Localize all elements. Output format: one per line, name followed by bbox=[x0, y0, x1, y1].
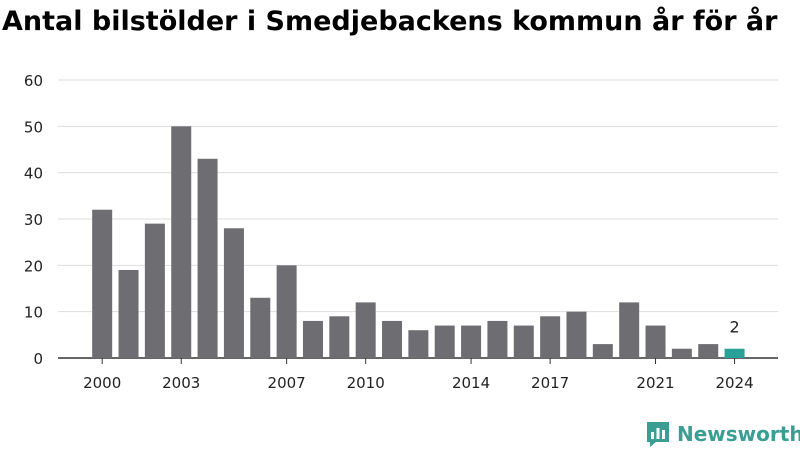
bar-2002 bbox=[144, 223, 165, 358]
y-tick-label: 30 bbox=[24, 211, 43, 229]
bar-2007 bbox=[276, 265, 297, 358]
y-axis-ticks: 0 10 20 30 40 50 60 bbox=[24, 72, 43, 368]
bar-2010 bbox=[355, 302, 376, 358]
brand-logo: Newsworthy bbox=[645, 420, 800, 448]
gridlines bbox=[58, 79, 778, 359]
x-axis-ticks: 2000 2003 2007 2010 2014 2017 2021 2024 bbox=[83, 358, 754, 392]
bar-2003 bbox=[171, 126, 192, 358]
bar-2011 bbox=[382, 320, 403, 358]
bar-2020 bbox=[619, 302, 640, 358]
x-tick-label: 2021 bbox=[636, 374, 674, 392]
chart-title: Antal bilstölder i Smedjebackens kommun … bbox=[2, 6, 778, 37]
bar-2017 bbox=[540, 316, 561, 358]
bar-2005 bbox=[223, 228, 244, 358]
y-tick-label: 20 bbox=[24, 257, 43, 275]
bar-2023 bbox=[698, 344, 719, 358]
brand-name: Newsworthy bbox=[677, 422, 800, 446]
x-tick-label: 2000 bbox=[83, 374, 121, 392]
bar-2022 bbox=[671, 348, 692, 358]
x-tick-label: 2017 bbox=[531, 374, 569, 392]
bar-2018 bbox=[566, 311, 587, 358]
bar-2001 bbox=[118, 269, 139, 358]
bar-2004 bbox=[197, 158, 218, 358]
bar-2009 bbox=[329, 316, 350, 358]
bar-2006 bbox=[250, 297, 271, 358]
x-tick-label: 2003 bbox=[162, 374, 200, 392]
bar-2008 bbox=[302, 320, 323, 358]
x-tick-label: 2007 bbox=[268, 374, 306, 392]
y-tick-label: 50 bbox=[24, 118, 43, 136]
x-tick-label: 2014 bbox=[452, 374, 490, 392]
bar-2019 bbox=[592, 344, 613, 358]
bar-2014 bbox=[461, 325, 482, 358]
bar-2021 bbox=[645, 325, 666, 358]
y-tick-label: 10 bbox=[24, 304, 43, 322]
highlight-value-label: 2 bbox=[729, 318, 739, 337]
bar-2012 bbox=[408, 330, 429, 358]
newsworthy-logo-icon bbox=[647, 422, 669, 447]
bar-2013 bbox=[434, 325, 455, 358]
y-tick-label: 60 bbox=[24, 72, 43, 90]
bar-2024 bbox=[724, 348, 745, 358]
y-tick-label: 0 bbox=[33, 350, 43, 368]
bars bbox=[92, 126, 745, 358]
x-tick-label: 2010 bbox=[347, 374, 385, 392]
data-labels: 2 bbox=[729, 318, 739, 337]
bar-2015 bbox=[487, 320, 508, 358]
x-tick-label: 2024 bbox=[715, 374, 753, 392]
y-tick-label: 40 bbox=[24, 165, 43, 183]
bar-2016 bbox=[513, 325, 534, 358]
bar-2000 bbox=[92, 209, 113, 358]
